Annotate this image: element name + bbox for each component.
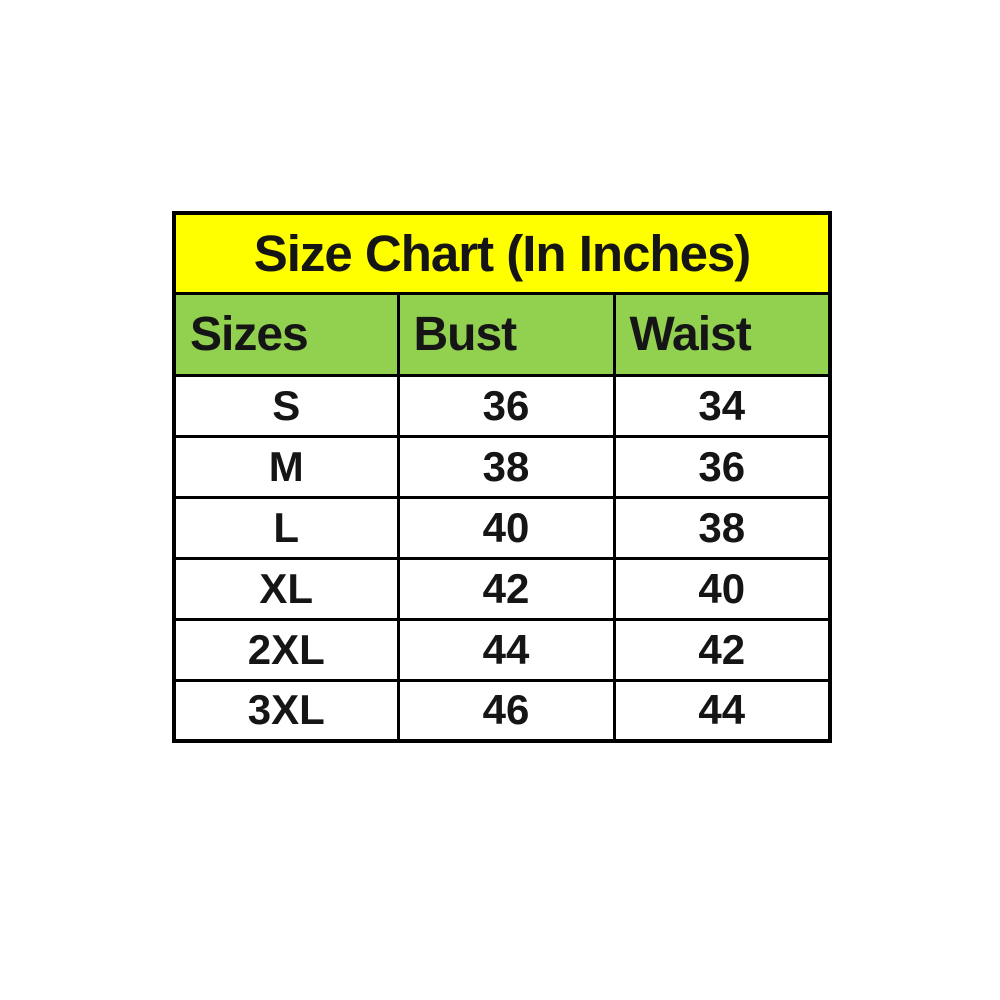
bust-cell: 38 <box>396 434 616 499</box>
size-cell: S <box>172 373 400 438</box>
table-row: 3XL 46 44 <box>172 678 832 743</box>
header-row: Sizes Bust Waist <box>172 291 832 377</box>
column-header-waist: Waist <box>612 291 832 377</box>
size-cell: M <box>172 434 400 499</box>
waist-cell: 36 <box>612 434 832 499</box>
waist-cell: 40 <box>612 556 832 621</box>
bust-cell: 42 <box>396 556 616 621</box>
size-chart-title: Size Chart (In Inches) <box>172 211 832 295</box>
size-cell: 2XL <box>172 617 400 682</box>
bust-cell: 36 <box>396 373 616 438</box>
size-cell: XL <box>172 556 400 621</box>
bust-cell: 44 <box>396 617 616 682</box>
table-row: M 38 36 <box>172 434 832 499</box>
table-row: XL 42 40 <box>172 556 832 621</box>
size-cell: 3XL <box>172 678 400 743</box>
bust-cell: 40 <box>396 495 616 560</box>
table-row: 2XL 44 42 <box>172 617 832 682</box>
title-row: Size Chart (In Inches) <box>172 211 832 295</box>
waist-cell: 34 <box>612 373 832 438</box>
table-row: S 36 34 <box>172 373 832 438</box>
waist-cell: 38 <box>612 495 832 560</box>
table-row: L 40 38 <box>172 495 832 560</box>
column-header-sizes: Sizes <box>172 291 400 377</box>
size-chart-table: Size Chart (In Inches) Sizes Bust Waist … <box>172 211 832 743</box>
bust-cell: 46 <box>396 678 616 743</box>
waist-cell: 44 <box>612 678 832 743</box>
size-cell: L <box>172 495 400 560</box>
waist-cell: 42 <box>612 617 832 682</box>
column-header-bust: Bust <box>396 291 616 377</box>
